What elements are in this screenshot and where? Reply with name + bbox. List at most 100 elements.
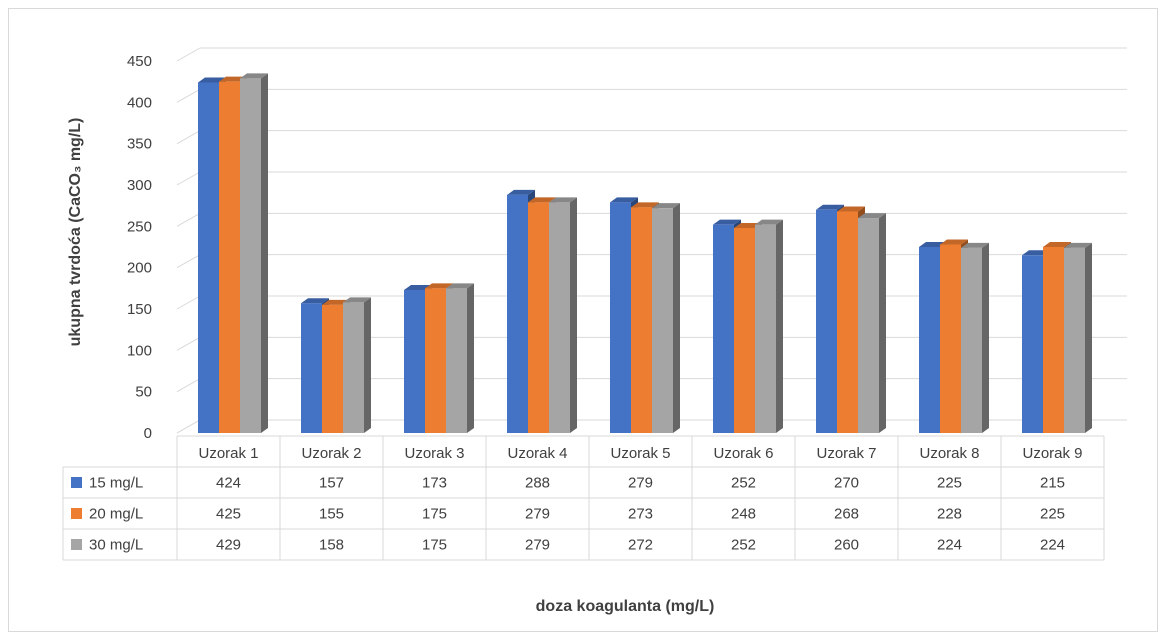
table-cell: 260 bbox=[834, 537, 859, 554]
bar-top bbox=[631, 202, 659, 208]
bar-top bbox=[858, 213, 886, 219]
y-tick-label: 400 bbox=[127, 94, 152, 111]
bar-front bbox=[404, 289, 425, 433]
bar bbox=[858, 213, 886, 433]
bar-top bbox=[1064, 242, 1092, 248]
table-cell: 158 bbox=[319, 537, 344, 554]
bars bbox=[198, 73, 1092, 434]
bar-front bbox=[507, 194, 528, 433]
x-tick-label: Uzorak 6 bbox=[713, 445, 773, 462]
bar-top bbox=[610, 197, 638, 203]
bar-top bbox=[713, 219, 741, 225]
bar-front bbox=[1043, 247, 1064, 433]
y-tick-label: 300 bbox=[127, 177, 152, 194]
bar-front bbox=[631, 207, 652, 433]
legend-label: 15 mg/L bbox=[89, 475, 143, 492]
table-cell: 273 bbox=[628, 506, 653, 523]
table-cell: 252 bbox=[731, 537, 756, 554]
gridline-depth bbox=[176, 47, 201, 62]
table-cell: 279 bbox=[525, 506, 550, 523]
bar-front bbox=[755, 224, 776, 433]
table-cell: 429 bbox=[216, 537, 241, 554]
bar-front bbox=[528, 202, 549, 433]
y-tick-label: 250 bbox=[127, 218, 152, 235]
bar-front bbox=[301, 303, 322, 433]
bar-front bbox=[837, 211, 858, 433]
bar-front bbox=[1022, 255, 1043, 433]
bar bbox=[549, 197, 577, 433]
bar-top bbox=[343, 297, 371, 303]
bar-side bbox=[776, 219, 783, 433]
bar-front bbox=[425, 288, 446, 433]
table-cell: 157 bbox=[319, 475, 344, 492]
table-cell: 173 bbox=[422, 475, 447, 492]
legend-swatch bbox=[71, 477, 82, 488]
table-cell: 175 bbox=[422, 506, 447, 523]
x-tick-label: Uzorak 7 bbox=[816, 445, 876, 462]
y-tick-label: 200 bbox=[127, 260, 152, 277]
bar bbox=[652, 203, 680, 433]
gridline-depth bbox=[176, 254, 201, 269]
x-tick-label: Uzorak 3 bbox=[404, 445, 464, 462]
bar-top bbox=[446, 283, 474, 289]
x-tick-label: Uzorak 5 bbox=[610, 445, 670, 462]
table-cell: 270 bbox=[834, 475, 859, 492]
bar-front bbox=[198, 82, 219, 433]
bar-top bbox=[198, 77, 226, 83]
table-cell: 228 bbox=[937, 506, 962, 523]
bar-front bbox=[549, 202, 570, 433]
bar-top bbox=[549, 197, 577, 203]
gridline-depth bbox=[176, 378, 201, 393]
y-axis-ticks: 0 50 100 150 200 250 300 350 400 450 bbox=[127, 53, 152, 442]
table-cell: 248 bbox=[731, 506, 756, 523]
gridline-depth bbox=[176, 171, 201, 186]
gridline-depth bbox=[176, 212, 201, 227]
bar-top bbox=[652, 203, 680, 209]
bar-top bbox=[816, 204, 844, 210]
bar-top bbox=[837, 206, 865, 212]
table-cell: 279 bbox=[525, 537, 550, 554]
bar-side bbox=[261, 73, 268, 434]
table-cell: 288 bbox=[525, 475, 550, 492]
bar-front bbox=[610, 202, 631, 433]
bar-side bbox=[570, 197, 577, 433]
table-cell: 175 bbox=[422, 537, 447, 554]
gridline-depth bbox=[176, 130, 201, 145]
bar bbox=[240, 73, 268, 434]
legend-label: 20 mg/L bbox=[89, 506, 143, 523]
bar-top bbox=[507, 189, 535, 195]
bar-front bbox=[961, 247, 982, 433]
bar-top bbox=[940, 239, 968, 245]
bar-top bbox=[755, 219, 783, 225]
bar-front bbox=[734, 227, 755, 433]
data-table: Uzorak 1 Uzorak 2 Uzorak 3 Uzorak 4 Uzorak 5… bbox=[62, 435, 1105, 561]
legend-label: 30 mg/L bbox=[89, 537, 143, 554]
table-cell: 425 bbox=[216, 506, 241, 523]
bar-front bbox=[858, 218, 879, 433]
legend-swatch bbox=[71, 539, 82, 550]
y-tick-label: 350 bbox=[127, 136, 152, 153]
table-cell: 224 bbox=[1040, 537, 1065, 554]
table-cell: 225 bbox=[1040, 506, 1065, 523]
bar-top bbox=[528, 197, 556, 203]
x-tick-label: Uzorak 4 bbox=[507, 445, 567, 462]
bar-side bbox=[1085, 242, 1092, 433]
bar bbox=[446, 283, 474, 433]
table-cell: 225 bbox=[937, 475, 962, 492]
table-cell: 224 bbox=[937, 537, 962, 554]
gridline-depth bbox=[176, 88, 201, 103]
table-cell: 279 bbox=[628, 475, 653, 492]
bar-top bbox=[240, 73, 268, 79]
gridline-depth bbox=[176, 336, 201, 351]
x-tick-label: Uzorak 1 bbox=[198, 445, 258, 462]
bar-top bbox=[301, 298, 329, 304]
bar-top bbox=[1043, 242, 1071, 247]
bar bbox=[1064, 242, 1092, 433]
bar bbox=[961, 242, 989, 433]
bar-side bbox=[364, 297, 371, 433]
bar-front bbox=[322, 304, 343, 433]
table-cell: 268 bbox=[834, 506, 859, 523]
bar-front bbox=[219, 81, 240, 434]
table-cell: 215 bbox=[1040, 475, 1065, 492]
